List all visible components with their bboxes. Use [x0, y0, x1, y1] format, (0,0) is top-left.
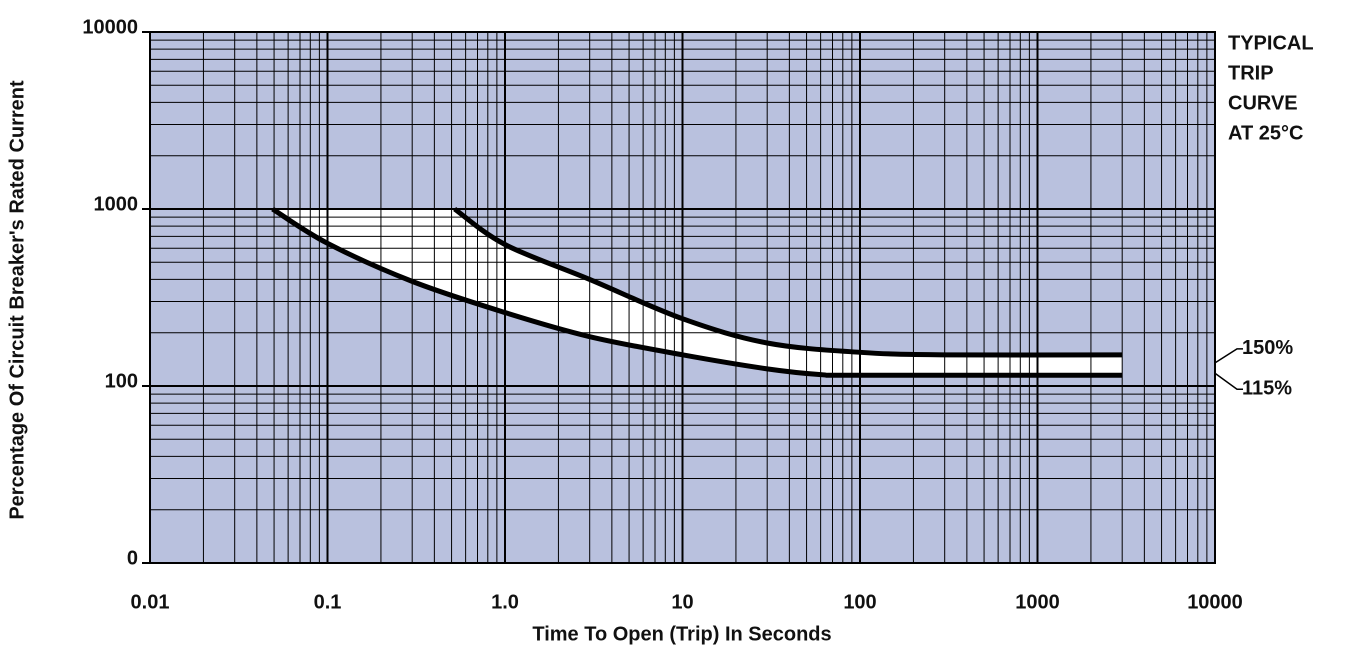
- trip-curve: [271, 206, 1123, 378]
- y-tick-label: 0: [127, 547, 138, 569]
- x-tick-label: 1000: [1015, 591, 1060, 613]
- annotation: AT 25°C: [1228, 122, 1303, 144]
- x-tick-label: 0.01: [131, 591, 170, 613]
- x-tick-label: 1.0: [491, 591, 519, 613]
- x-axis-label: Time To Open (Trip) In Seconds: [532, 623, 831, 645]
- trip-curve: [453, 206, 1123, 358]
- x-tick-label: 100: [843, 591, 876, 613]
- y-tick-label: 100: [105, 370, 138, 392]
- annotation: TYPICAL: [1228, 32, 1314, 54]
- y-axis-label: Percentage Of Circuit Breaker's Rated Cu…: [6, 80, 28, 520]
- y-tick-label: 10000: [82, 16, 138, 38]
- y-tick-label: 1000: [94, 193, 139, 215]
- plot-frame: [149, 31, 1216, 564]
- annotation: TRIP: [1228, 62, 1274, 84]
- legend-label: 150%: [1242, 337, 1293, 359]
- legend-label: 115%: [1242, 378, 1292, 400]
- trip-band: [272, 209, 1123, 376]
- x-tick-label: 0.1: [314, 591, 342, 613]
- x-tick-label: 10: [671, 591, 693, 613]
- annotation: CURVE: [1228, 92, 1298, 114]
- x-tick-label: 10000: [1187, 591, 1243, 613]
- legend-leader: [1214, 348, 1243, 364]
- legend-leader: [1214, 372, 1243, 391]
